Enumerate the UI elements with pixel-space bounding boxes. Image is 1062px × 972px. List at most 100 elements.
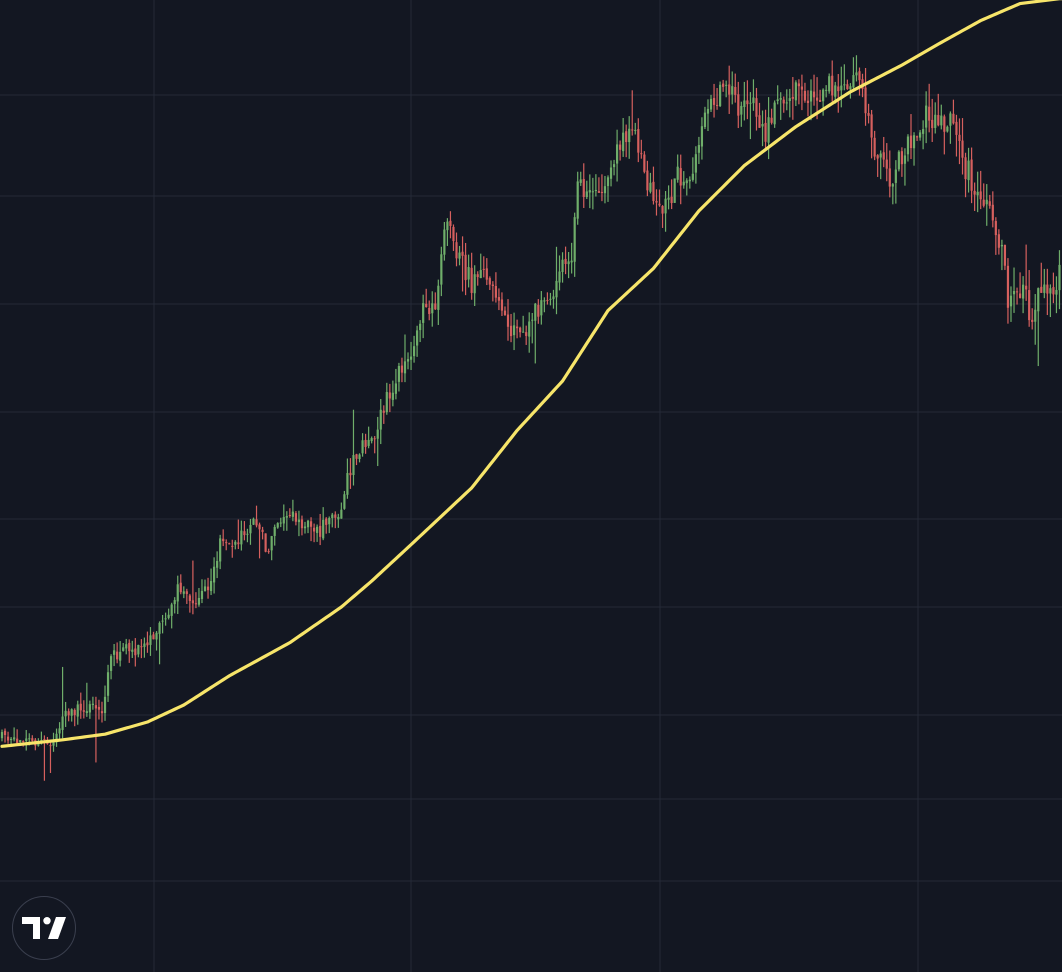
candle[interactable] — [985, 184, 988, 226]
candle[interactable] — [140, 639, 143, 659]
candle[interactable] — [276, 522, 279, 529]
tradingview-logo[interactable] — [12, 896, 76, 960]
candle[interactable] — [643, 151, 646, 174]
candle[interactable] — [603, 175, 607, 204]
candle[interactable] — [843, 64, 846, 91]
candle[interactable] — [516, 319, 519, 339]
candle[interactable] — [325, 517, 328, 534]
candle[interactable] — [619, 140, 622, 161]
candle[interactable] — [412, 335, 416, 363]
candle[interactable] — [400, 357, 404, 383]
candle[interactable] — [82, 700, 85, 719]
candle[interactable] — [906, 134, 910, 162]
candle[interactable] — [752, 79, 755, 111]
candle[interactable] — [876, 154, 879, 177]
candle[interactable] — [194, 592, 198, 609]
candle[interactable] — [882, 136, 885, 168]
candle[interactable] — [482, 256, 485, 278]
candle[interactable] — [697, 136, 700, 165]
candle[interactable] — [912, 132, 916, 166]
candle[interactable] — [449, 211, 452, 239]
candle[interactable] — [155, 631, 158, 651]
candle[interactable] — [706, 99, 710, 132]
candle[interactable] — [725, 80, 728, 98]
candle[interactable] — [988, 194, 991, 209]
candle[interactable] — [855, 55, 858, 82]
candle[interactable] — [149, 627, 152, 656]
candle[interactable] — [270, 535, 273, 561]
candle[interactable] — [13, 727, 16, 742]
candle[interactable] — [419, 320, 422, 343]
candle[interactable] — [658, 189, 661, 207]
candle[interactable] — [1012, 267, 1016, 313]
candle[interactable] — [722, 79, 725, 92]
candle[interactable] — [331, 512, 334, 528]
candle[interactable] — [506, 299, 510, 341]
candle[interactable] — [1003, 244, 1007, 270]
candle[interactable] — [440, 246, 443, 297]
candle[interactable] — [288, 508, 291, 518]
candle[interactable] — [16, 729, 19, 745]
candle[interactable] — [309, 517, 313, 542]
candle[interactable] — [243, 521, 246, 541]
candle[interactable] — [97, 699, 101, 720]
candle[interactable] — [79, 692, 82, 719]
candle[interactable] — [655, 189, 658, 216]
candle[interactable] — [213, 557, 216, 594]
candle[interactable] — [952, 99, 955, 125]
candle[interactable] — [431, 291, 434, 327]
candlestick-series[interactable] — [0, 55, 1061, 781]
candle[interactable] — [761, 110, 764, 147]
candle[interactable] — [473, 265, 476, 307]
candle[interactable] — [128, 639, 131, 663]
candle[interactable] — [825, 85, 828, 98]
candle[interactable] — [443, 221, 446, 261]
candle[interactable] — [943, 114, 946, 155]
candle[interactable] — [918, 129, 922, 141]
candle[interactable] — [500, 292, 504, 316]
candle[interactable] — [300, 515, 304, 536]
candle[interactable] — [997, 229, 1000, 255]
candle[interactable] — [58, 722, 61, 741]
candle[interactable] — [249, 518, 252, 545]
candle[interactable] — [797, 79, 800, 105]
candle[interactable] — [370, 436, 373, 444]
candle[interactable] — [703, 106, 707, 130]
candle[interactable] — [373, 436, 376, 454]
candle[interactable] — [758, 102, 761, 128]
candle[interactable] — [525, 325, 528, 345]
candle[interactable] — [909, 114, 913, 160]
candle[interactable] — [564, 246, 567, 275]
candle[interactable] — [106, 664, 110, 702]
candle[interactable] — [88, 700, 91, 719]
candle[interactable] — [55, 728, 58, 747]
candle[interactable] — [461, 236, 464, 292]
candle[interactable] — [246, 528, 249, 543]
candle[interactable] — [537, 299, 540, 324]
candle[interactable] — [870, 109, 873, 159]
candle[interactable] — [1052, 272, 1055, 304]
candle[interactable] — [70, 708, 73, 722]
candle[interactable] — [570, 242, 573, 274]
candle[interactable] — [1049, 284, 1052, 318]
candle[interactable] — [594, 174, 597, 197]
candle[interactable] — [197, 587, 201, 607]
candle[interactable] — [231, 539, 234, 558]
candle[interactable] — [803, 82, 807, 103]
candle[interactable] — [779, 92, 782, 120]
candle[interactable] — [979, 170, 982, 210]
candle[interactable] — [191, 560, 194, 615]
candle[interactable] — [579, 171, 582, 186]
candle[interactable] — [206, 577, 210, 599]
candle[interactable] — [922, 120, 925, 150]
candle[interactable] — [949, 111, 952, 144]
candle[interactable] — [306, 519, 310, 534]
candle[interactable] — [252, 517, 255, 526]
candle[interactable] — [534, 302, 537, 364]
candle[interactable] — [925, 91, 928, 144]
candle[interactable] — [558, 255, 561, 291]
candle[interactable] — [328, 516, 331, 534]
candle[interactable] — [664, 191, 667, 232]
candle[interactable] — [670, 179, 673, 210]
